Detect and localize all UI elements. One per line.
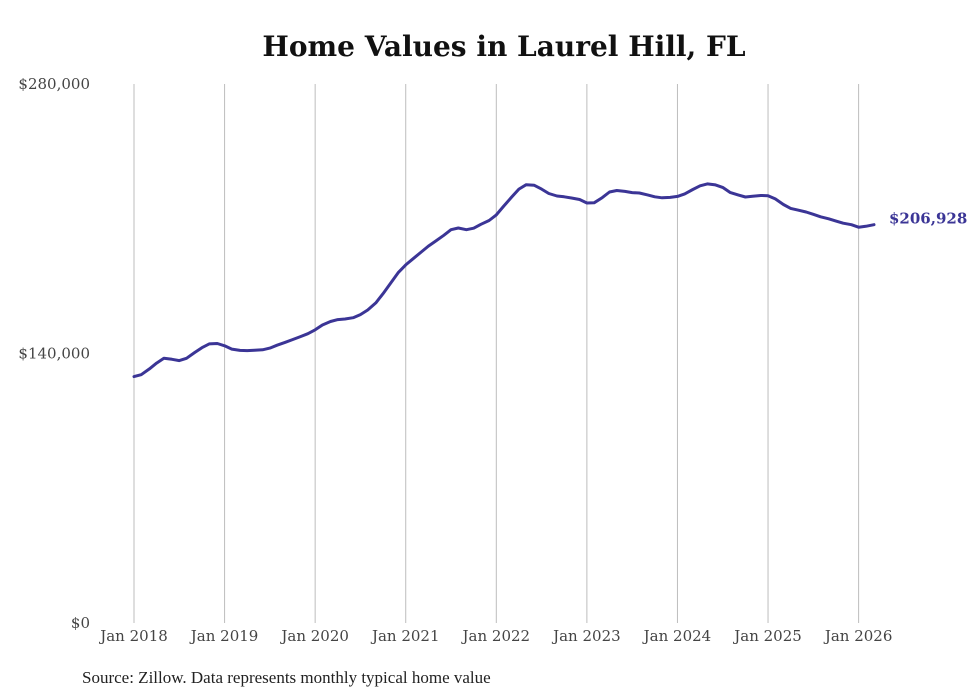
x-tick-label: Jan 2020 [279,627,349,645]
x-tick-label: Jan 2023 [551,627,621,645]
x-tick-label: Jan 2022 [461,627,531,645]
x-tick-label: Jan 2025 [732,627,802,645]
y-tick-label: $0 [71,614,90,632]
x-tick-label: Jan 2026 [823,627,893,645]
x-tick-label: Jan 2024 [642,627,712,645]
source-note: Source: Zillow. Data represents monthly … [82,668,491,687]
y-tick-label: $140,000 [18,345,90,363]
gridlines [133,84,860,623]
end-value-label: $206,928 [889,210,967,228]
series-line-home-value [132,182,876,379]
x-axis-ticks: Jan 2018 Jan 2019 Jan 2020 Jan 2021 Jan 2022… [98,627,892,645]
x-tick-label: Jan 2019 [189,627,259,645]
x-tick-label: Jan 2021 [370,627,440,645]
y-tick-label: $280,000 [18,75,90,93]
chart-title: Home Values in Laurel Hill, FL [262,30,746,63]
x-tick-label: Jan 2018 [98,627,168,645]
y-axis-ticks: $0 $140,000 $280,000 [18,75,90,632]
